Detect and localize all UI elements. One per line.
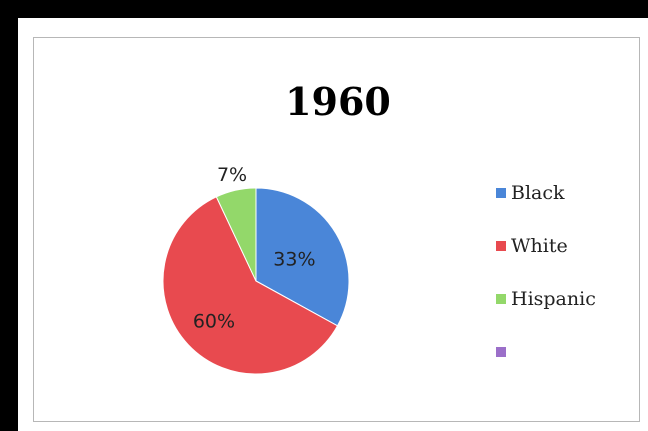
legend-swatch-black (496, 188, 506, 198)
legend-label-black: Black (511, 182, 565, 204)
data-label-white: 60% (193, 310, 235, 332)
legend: Black White Hispanic (496, 182, 596, 357)
data-label-hispanic: 7% (217, 164, 247, 186)
legend-swatch-hispanic (496, 294, 506, 304)
legend-swatch-white (496, 241, 506, 251)
pie-chart: 1960 33% 60% 7% Black White Hispanic (162, 79, 596, 375)
chart-title: 1960 (285, 79, 391, 124)
pie-slice-black (255, 187, 350, 327)
pie-slice-white (162, 196, 339, 375)
data-labels: 33% 60% 7% (193, 164, 316, 333)
pie-slices (162, 187, 350, 375)
chart-area: 1960 33% 60% 7% Black White Hispanic (33, 37, 640, 422)
legend-label-hispanic: Hispanic (511, 288, 596, 310)
legend-swatch-unlabeled (496, 347, 506, 357)
data-label-black: 33% (273, 248, 315, 270)
legend-label-white: White (511, 235, 568, 257)
pie-slice-hispanic (215, 187, 257, 282)
